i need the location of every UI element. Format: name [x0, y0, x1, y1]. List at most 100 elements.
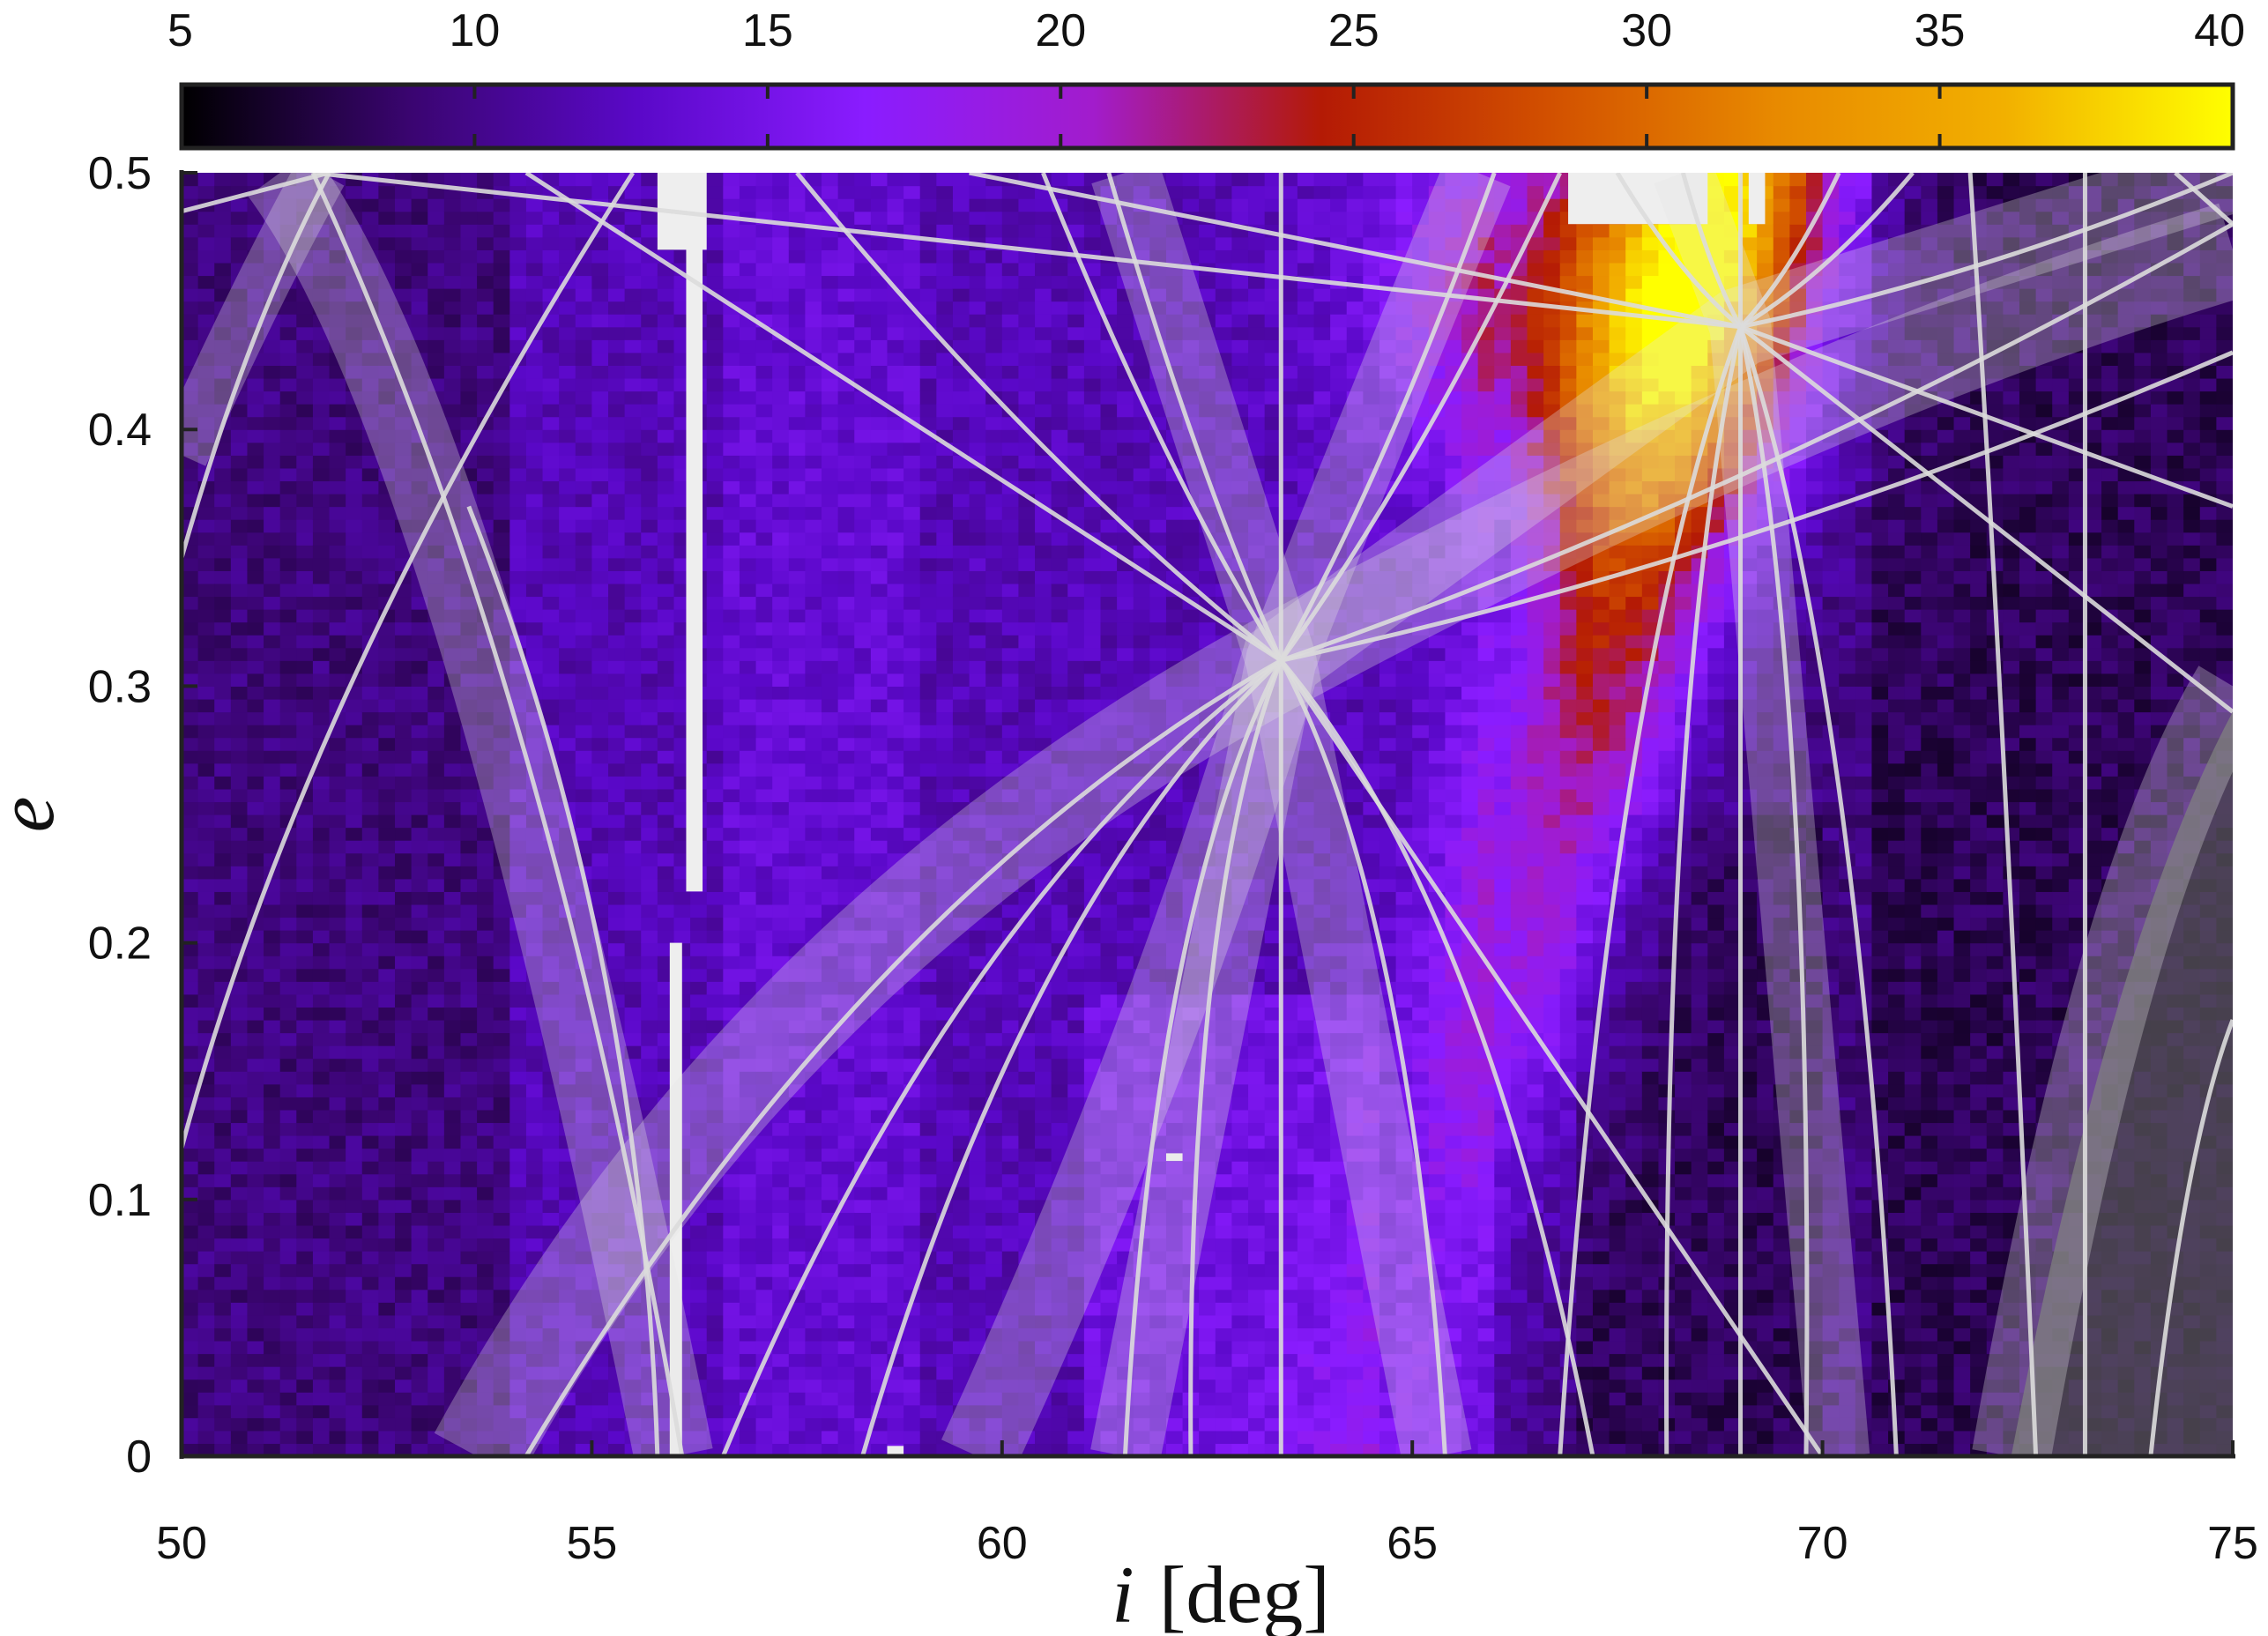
heatmap-cell — [460, 326, 478, 340]
heatmap-cell — [952, 198, 970, 212]
heatmap-cell — [214, 725, 232, 739]
heatmap-cell — [690, 891, 708, 905]
heatmap-cell — [279, 429, 297, 443]
heatmap-cell — [772, 840, 790, 854]
heatmap-cell — [214, 1186, 232, 1201]
heatmap-cell — [542, 1199, 560, 1213]
heatmap-cell — [346, 968, 363, 982]
heatmap-cell — [279, 737, 297, 751]
heatmap-cell — [887, 377, 904, 392]
heatmap-cell — [361, 1199, 379, 1213]
heatmap-cell — [739, 352, 757, 366]
heatmap-cell — [230, 1148, 249, 1162]
heatmap-cell — [411, 198, 428, 212]
heatmap-cell — [247, 494, 264, 508]
heatmap-cell — [952, 416, 970, 430]
heatmap-cell — [788, 776, 807, 790]
heatmap-cell — [279, 596, 297, 610]
heatmap-cell — [264, 545, 281, 559]
heatmap-cell — [346, 814, 363, 829]
heatmap-cell — [887, 1019, 904, 1034]
heatmap-cell — [559, 557, 576, 571]
heatmap-cell — [887, 442, 904, 456]
heatmap-cell — [296, 956, 314, 970]
heatmap-cell — [624, 1071, 642, 1085]
heatmap-cell — [887, 725, 904, 739]
heatmap-cell — [361, 609, 379, 623]
heatmap-cell — [395, 762, 413, 777]
heatmap-cell — [887, 1430, 904, 1445]
heatmap-cell — [361, 455, 379, 469]
heatmap-cell — [870, 1032, 889, 1046]
heatmap-cell — [493, 288, 510, 302]
heatmap-cell — [706, 917, 724, 931]
heatmap-cell — [969, 1148, 986, 1162]
heatmap-cell — [247, 288, 264, 302]
heatmap-cell — [428, 275, 445, 289]
heatmap-cell — [739, 1366, 757, 1380]
heatmap-cell — [919, 1019, 937, 1034]
heatmap-cell — [559, 326, 576, 340]
heatmap-cell — [837, 1327, 855, 1342]
heatmap-cell — [723, 1109, 740, 1124]
heatmap-cell — [247, 711, 264, 725]
heatmap-cell — [788, 262, 807, 277]
heatmap-cell — [887, 762, 904, 777]
heatmap-cell — [214, 1224, 232, 1239]
heatmap-cell — [788, 249, 807, 264]
heatmap-cell — [182, 404, 199, 418]
heatmap-cell — [575, 1430, 592, 1445]
heatmap-cell — [182, 173, 199, 187]
heatmap-cell — [608, 1161, 626, 1175]
heatmap-cell — [296, 660, 314, 674]
heatmap-cell — [559, 1289, 576, 1303]
heatmap-cell — [443, 1417, 462, 1432]
heatmap-cell — [182, 1263, 199, 1277]
heatmap-cell — [788, 737, 807, 751]
heatmap-cell — [214, 1045, 232, 1060]
heatmap-cell — [428, 878, 445, 892]
heatmap-cell — [870, 801, 889, 815]
heatmap-cell — [936, 1161, 954, 1175]
heatmap-cell — [903, 1340, 921, 1355]
heatmap-cell — [230, 647, 249, 661]
heatmap-cell — [870, 725, 889, 739]
heatmap-cell — [723, 840, 740, 854]
heatmap-cell — [264, 390, 281, 405]
heatmap-cell — [460, 1314, 478, 1328]
heatmap-cell — [493, 776, 510, 790]
heatmap-cell — [509, 198, 527, 212]
heatmap-cell — [214, 788, 232, 803]
heatmap-cell — [575, 762, 592, 777]
heatmap-cell — [903, 1109, 921, 1124]
heatmap-cell — [575, 1417, 592, 1432]
heatmap-cell — [542, 1314, 560, 1328]
heatmap-cell — [477, 377, 494, 392]
heatmap-cell — [460, 660, 478, 674]
heatmap-cell — [361, 930, 379, 944]
heatmap-cell — [329, 416, 346, 430]
heatmap-cell — [903, 814, 921, 829]
heatmap-cell — [361, 404, 379, 418]
heatmap-cell — [395, 480, 413, 495]
heatmap-cell — [378, 390, 396, 405]
heatmap-cell — [493, 878, 510, 892]
heatmap-cell — [542, 545, 560, 559]
heatmap-cell — [460, 236, 478, 250]
heatmap-cell — [919, 390, 937, 405]
heatmap-cell — [346, 1032, 363, 1046]
heatmap-cell — [919, 788, 937, 803]
heatmap-cell — [985, 698, 1003, 713]
heatmap-cell — [230, 1404, 249, 1418]
heatmap-cell — [378, 1302, 396, 1316]
heatmap-cell — [624, 467, 642, 482]
heatmap-cell — [608, 956, 626, 970]
heatmap-cell — [525, 1212, 544, 1226]
heatmap-cell — [493, 1083, 510, 1097]
heatmap-cell — [428, 352, 445, 366]
heatmap-cell — [952, 429, 970, 443]
heatmap-cell — [395, 1443, 413, 1456]
heatmap-cell — [279, 467, 297, 482]
heatmap-cell — [443, 1238, 462, 1252]
heatmap-cell — [197, 737, 215, 751]
